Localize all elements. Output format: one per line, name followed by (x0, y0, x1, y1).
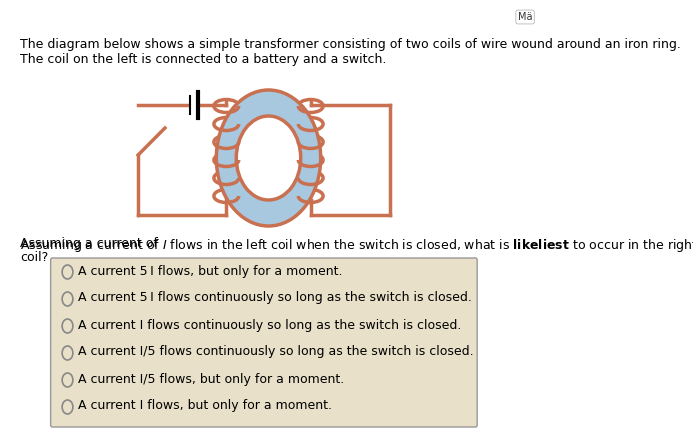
Text: A current I/5 flows continuously so long as the switch is closed.: A current I/5 flows continuously so long… (78, 346, 474, 358)
Text: A current 5 I flows continuously so long as the switch is closed.: A current 5 I flows continuously so long… (78, 291, 472, 304)
Text: The diagram below shows a simple transformer consisting of two coils of wire wou: The diagram below shows a simple transfo… (20, 38, 681, 66)
Text: Mä: Mä (518, 12, 532, 22)
Text: A current I flows, but only for a moment.: A current I flows, but only for a moment… (78, 400, 332, 413)
Circle shape (236, 116, 301, 200)
Text: coil?: coil? (20, 251, 49, 264)
Circle shape (216, 90, 321, 226)
FancyBboxPatch shape (51, 258, 477, 427)
Text: Assuming a current of: Assuming a current of (20, 237, 162, 250)
Text: A current I/5 flows, but only for a moment.: A current I/5 flows, but only for a mome… (78, 372, 344, 385)
Text: Assuming a current of $I$ flows in the left coil when the switch is closed, what: Assuming a current of $I$ flows in the l… (20, 237, 693, 254)
Text: A current I flows continuously so long as the switch is closed.: A current I flows continuously so long a… (78, 319, 462, 332)
Text: A current 5 I flows, but only for a moment.: A current 5 I flows, but only for a mome… (78, 265, 343, 278)
